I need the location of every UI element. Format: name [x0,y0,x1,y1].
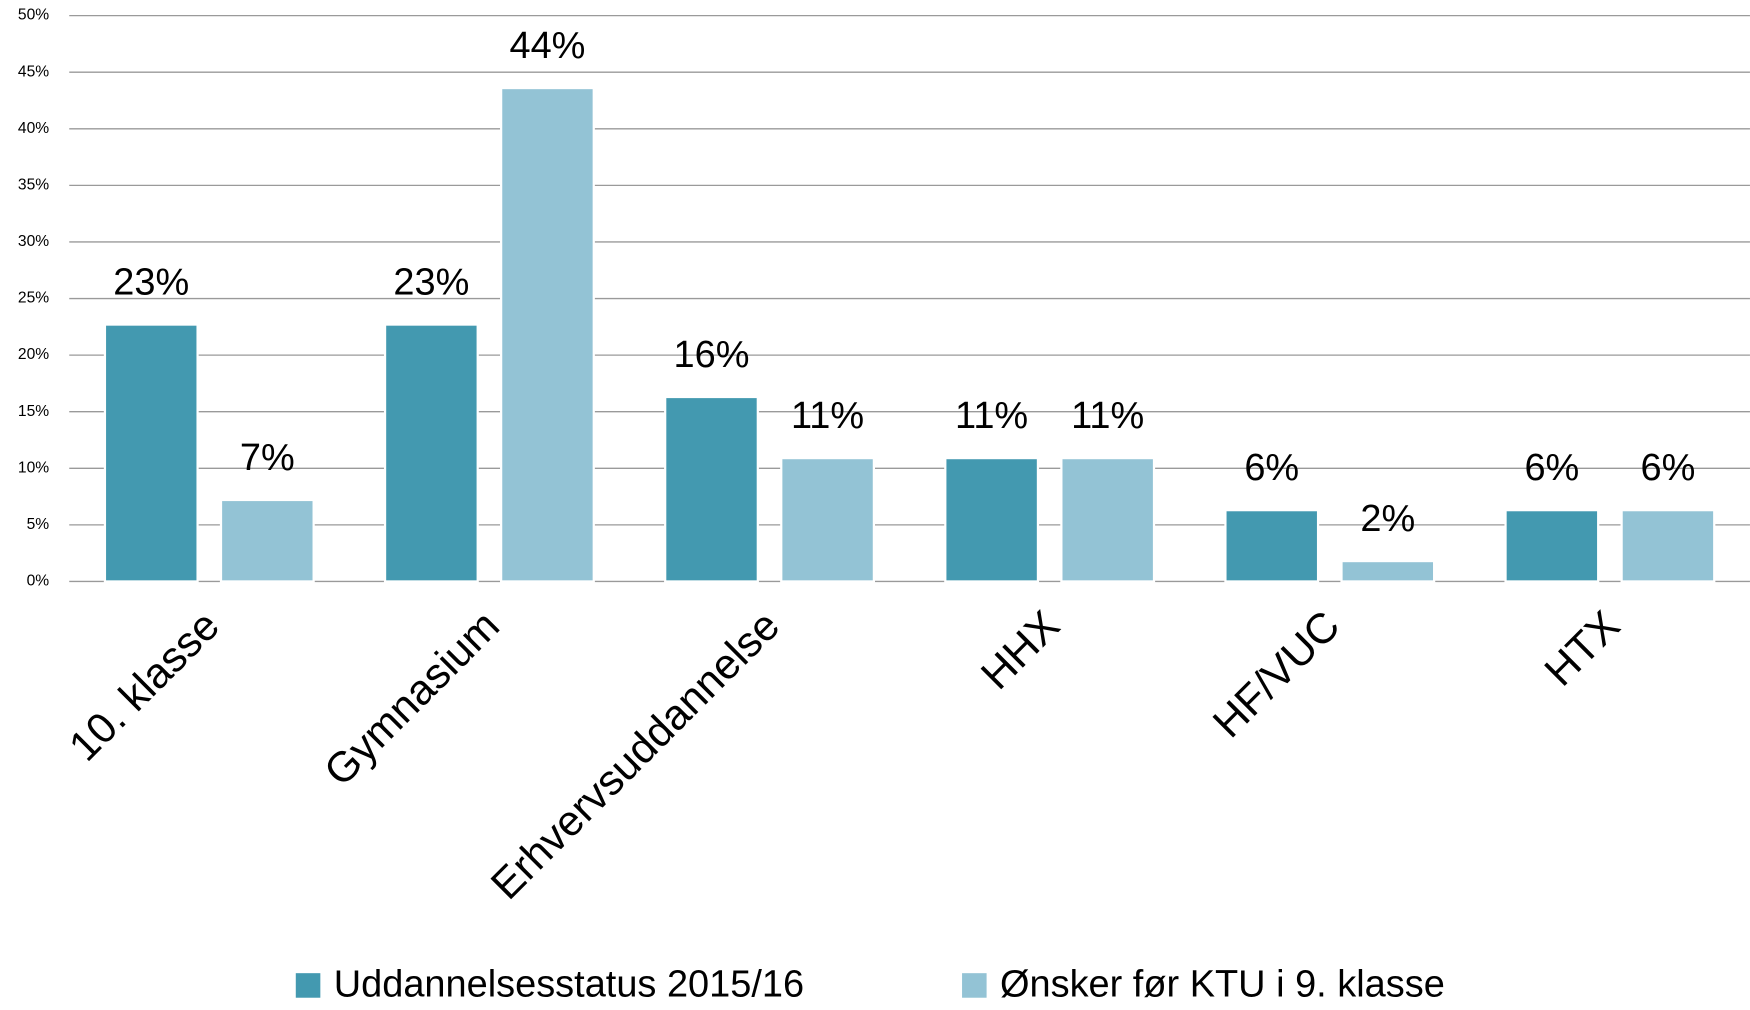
y-tick-label: 25% [18,290,49,307]
x-tick-label: HHX [972,602,1069,699]
y-tick-label: 0% [27,573,50,590]
value-label: 6% [1641,447,1696,489]
y-tick-label: 15% [18,403,49,420]
x-tick-label: Gymnasium [315,602,508,795]
bar [383,323,479,583]
value-label: 11% [955,395,1028,437]
x-tick-label: HF/VUC [1204,602,1349,747]
y-tick-label: 20% [18,346,49,363]
y-tick-label: 40% [18,120,49,137]
y-tick-label: 10% [18,459,49,476]
value-label: 23% [113,261,189,303]
value-label: 6% [1524,447,1579,489]
legend-swatch [962,973,987,998]
value-label: 11% [791,395,864,437]
bar [664,395,759,583]
bar [944,456,1040,583]
legend-swatch [295,973,321,998]
y-tick-label: 50% [18,7,49,24]
y-tick-label: 45% [18,63,49,80]
value-label: 6% [1244,447,1299,489]
bar [1060,456,1156,583]
bar [1224,509,1320,583]
value-label: 23% [393,261,469,303]
x-tick-label: 10. klasse [60,602,228,770]
bar [1504,509,1600,583]
value-label: 44% [509,25,585,67]
bar [1340,559,1436,583]
value-label: 7% [240,437,295,479]
y-tick-label: 30% [18,233,49,250]
value-label: 11% [1071,395,1144,437]
y-tick-label: 35% [18,176,49,193]
x-tick-label: HTX [1535,602,1628,695]
bar [500,86,595,583]
value-label: 2% [1360,498,1415,540]
legend-label: Ønsker før KTU i 9. klasse [1000,964,1445,1006]
value-label: 16% [674,334,750,376]
bar [780,456,875,583]
bar [103,323,199,583]
bar [219,498,315,583]
legend-label: Uddannelsesstatus 2015/16 [334,964,804,1006]
y-tick-label: 5% [27,516,50,533]
bar [1620,509,1716,583]
x-tick-label: Erhvervsuddannelse [482,602,789,909]
